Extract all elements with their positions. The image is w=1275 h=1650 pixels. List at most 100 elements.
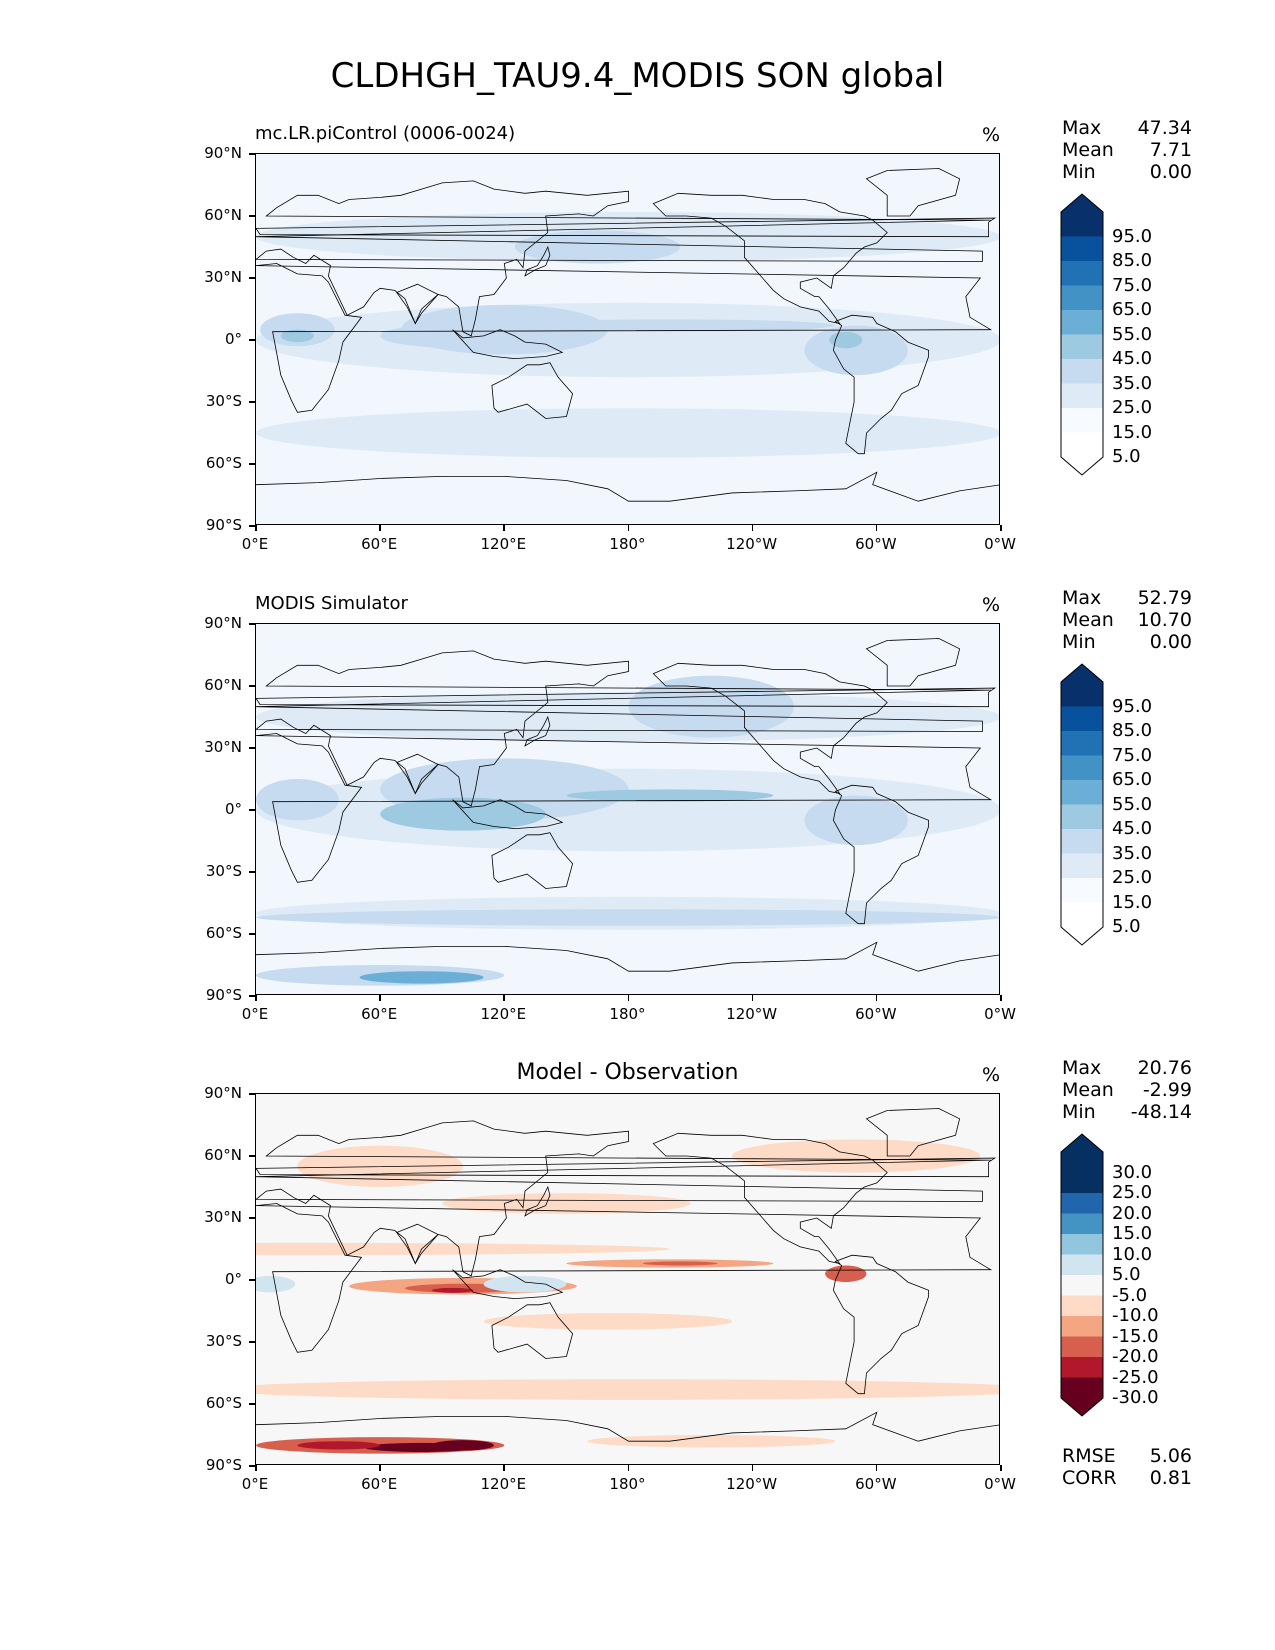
- lat-tick-label: 60°N: [204, 1146, 242, 1164]
- coastline-greenland: [865, 1108, 961, 1157]
- colorbar-tick-label: 45.0: [1112, 818, 1153, 839]
- coastline-australia: [491, 832, 574, 889]
- contour-region: [566, 789, 774, 802]
- lat-tick-mark: [249, 933, 255, 935]
- lon-tick-mark: [875, 525, 878, 531]
- coastline-samerica: [832, 784, 929, 925]
- lon-tick-mark: [379, 995, 381, 1001]
- colorbar-tick-label: 35.0: [1112, 372, 1153, 394]
- lat-tick-mark: [249, 995, 255, 997]
- lon-tick-mark: [875, 995, 878, 1001]
- stats-box: Max 52.79 Mean 10.70 Min 0.00: [1062, 587, 1192, 653]
- lon-tick-mark: [503, 525, 505, 531]
- colorbar-extend-top: [1061, 664, 1103, 682]
- contour-region: [431, 1287, 474, 1293]
- colorbar-swatch: [1061, 1234, 1103, 1255]
- lon-tick-label: 180°: [609, 535, 646, 553]
- lon-tick-label: 0°E: [241, 535, 269, 553]
- colorbar-tick-label: 15.0: [1112, 421, 1153, 443]
- colorbar-swatch: [1061, 706, 1103, 731]
- colorbar-tick-label: 5.0: [1112, 916, 1141, 937]
- coastline-japan: [524, 715, 551, 747]
- coastline-maritime: [452, 1269, 564, 1300]
- contour-region: [442, 1193, 691, 1214]
- colorbar-swatch: [1061, 731, 1103, 756]
- contour-region: [256, 1275, 296, 1293]
- contour-region: [504, 319, 836, 332]
- lat-tick-label: 90°S: [205, 986, 242, 1004]
- colorbar-outline: [1060, 1133, 1104, 1417]
- map-svg: [256, 154, 999, 524]
- contour-region: [804, 795, 908, 846]
- contour-region: [514, 230, 681, 264]
- contour-region: [483, 1275, 567, 1293]
- contour-region: [297, 1441, 381, 1450]
- lon-tick-mark: [255, 1465, 257, 1471]
- colorbar-tick-label: -30.0: [1112, 1387, 1159, 1408]
- lat-tick-mark: [249, 401, 255, 403]
- contour-region: [825, 1265, 867, 1283]
- lon-tick-label: 120°W: [726, 1005, 778, 1023]
- contour-region: [256, 1379, 999, 1400]
- coastline-india: [396, 283, 439, 325]
- lon-tick-mark: [751, 1465, 754, 1471]
- colorbar-extend-bottom: [1061, 927, 1103, 945]
- lat-tick-mark: [249, 215, 255, 217]
- colorbar-tick-label: 55.0: [1112, 323, 1153, 345]
- colorbar-swatch: [1061, 359, 1103, 384]
- coastline-greenland: [865, 168, 961, 217]
- lon-tick-label: 0°W: [984, 1005, 1016, 1023]
- lat-tick-mark: [249, 463, 255, 465]
- lon-tick-label: 120°W: [726, 1475, 778, 1493]
- lat-tick-label: 0°: [224, 1270, 242, 1288]
- colorbar-tick-label: 95.0: [1112, 695, 1153, 717]
- max-value: 47.34: [1137, 117, 1192, 139]
- lat-tick-label: 60°S: [205, 1394, 242, 1412]
- lat-tick-mark: [249, 747, 255, 749]
- lat-tick-mark: [249, 1279, 255, 1281]
- contour-region: [380, 797, 546, 831]
- mean-label: Mean: [1062, 139, 1114, 161]
- contour-region: [256, 1242, 670, 1256]
- colorbar-tick-label: 10.0: [1112, 1243, 1153, 1265]
- lat-tick-label: 60°N: [204, 676, 242, 694]
- colorbar-svg: [1060, 663, 1104, 946]
- lon-tick-label: 60°E: [361, 535, 398, 553]
- coastline-japan: [524, 245, 551, 277]
- coastline-namerica: [652, 1132, 888, 1265]
- coastline-namerica: [652, 662, 888, 795]
- units-label: %: [982, 124, 1001, 146]
- lat-tick-mark: [249, 1341, 255, 1343]
- lon-tick-label: 0°E: [241, 1005, 269, 1023]
- stats-box: Max 20.76 Mean -2.99 Min -48.14: [1062, 1057, 1192, 1123]
- colorbar-swatch: [1061, 261, 1103, 286]
- lon-tick-label: 180°: [609, 1475, 646, 1493]
- lat-tick-label: 60°N: [204, 206, 242, 224]
- lon-tick-mark: [1000, 1465, 1002, 1471]
- colorbar-svg: [1060, 1133, 1104, 1417]
- mean-label: Mean: [1062, 1079, 1114, 1101]
- lat-tick-mark: [249, 871, 255, 873]
- lat-tick-mark: [249, 1403, 255, 1405]
- coastline-antarctica: [256, 471, 999, 502]
- min-value: -48.14: [1130, 1101, 1192, 1123]
- panel-title: MODIS Simulator: [255, 593, 408, 614]
- lat-tick-label: 30°N: [204, 738, 242, 756]
- colorbar-swatch: [1061, 1377, 1103, 1398]
- colorbar-tick-label: 15.0: [1112, 1223, 1153, 1244]
- lat-tick-label: 60°S: [205, 454, 242, 472]
- coastline-australia: [491, 1302, 574, 1359]
- mean-label: Mean: [1062, 609, 1114, 631]
- map-plot: [255, 1093, 1000, 1465]
- colorbar: [1060, 663, 1104, 950]
- panel-title: mc.LR.piControl (0006-0024): [255, 123, 516, 144]
- colorbar-tick-label: 85.0: [1112, 720, 1153, 741]
- contour-region: [256, 909, 999, 926]
- coastline-africa: [256, 263, 993, 413]
- colorbar-tick-label: 25.0: [1112, 1182, 1153, 1203]
- colorbar-swatch: [1061, 853, 1103, 878]
- colorbar-swatch: [1061, 755, 1103, 780]
- colorbar-swatch: [1061, 878, 1103, 903]
- contour-region: [628, 675, 795, 738]
- contour-region: [280, 329, 314, 343]
